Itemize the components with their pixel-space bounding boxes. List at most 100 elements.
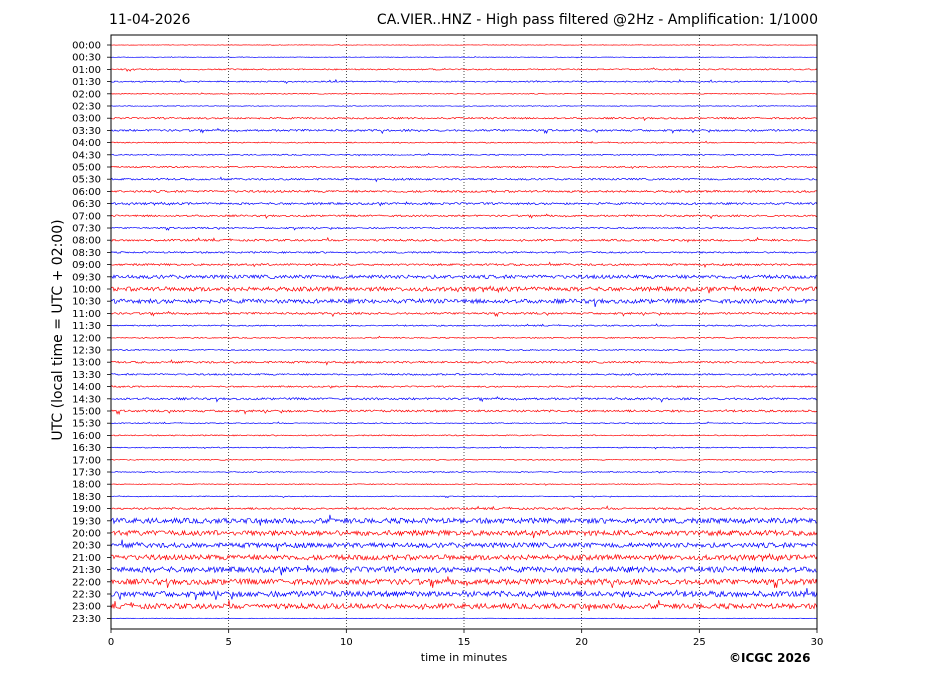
y-tick-label: 13:00 bbox=[72, 358, 101, 369]
y-tick-label: 13:30 bbox=[72, 370, 101, 381]
x-tick-label: 30 bbox=[811, 637, 824, 648]
y-tick-label: 18:30 bbox=[72, 492, 101, 503]
y-tick-label: 14:00 bbox=[72, 382, 101, 393]
y-tick-label: 04:00 bbox=[72, 138, 101, 149]
trace-17:00 bbox=[110, 458, 818, 461]
y-tick-label: 02:00 bbox=[72, 89, 101, 100]
trace-10:00 bbox=[110, 285, 818, 294]
trace-15:00 bbox=[110, 409, 818, 416]
y-tick-label: 12:00 bbox=[72, 333, 101, 344]
y-tick-label: 19:00 bbox=[72, 504, 101, 515]
y-tick-label: 21:30 bbox=[72, 565, 101, 576]
y-tick-label: 05:00 bbox=[72, 163, 101, 174]
x-tick-label: 10 bbox=[340, 637, 353, 648]
trace-03:30 bbox=[110, 127, 818, 135]
trace-18:00 bbox=[110, 483, 818, 486]
y-tick-label: 16:00 bbox=[72, 431, 101, 442]
trace-07:30 bbox=[110, 226, 818, 231]
y-tick-label: 09:30 bbox=[72, 272, 101, 283]
x-tick-label: 25 bbox=[693, 637, 706, 648]
copyright-label: ©ICGC 2026 bbox=[729, 651, 811, 665]
y-tick-label: 05:30 bbox=[72, 175, 101, 186]
trace-14:30 bbox=[110, 396, 818, 403]
trace-12:00 bbox=[110, 335, 818, 340]
y-axis-label: UTC (local time = UTC + 02:00) bbox=[50, 219, 66, 441]
trace-12:30 bbox=[110, 348, 818, 352]
y-tick-label: 04:30 bbox=[72, 150, 101, 161]
y-tick-label: 01:30 bbox=[72, 77, 101, 88]
trace-09:00 bbox=[110, 261, 818, 269]
trace-18:30 bbox=[110, 495, 818, 499]
trace-10:30 bbox=[110, 297, 818, 307]
y-tick-label: 16:30 bbox=[72, 443, 101, 454]
trace-14:00 bbox=[110, 384, 818, 389]
trace-20:30 bbox=[110, 539, 818, 552]
y-tick-label: 08:30 bbox=[72, 248, 101, 259]
trace-00:30 bbox=[110, 56, 818, 59]
y-tick-label: 20:30 bbox=[72, 541, 101, 552]
y-tick-label: 15:00 bbox=[72, 407, 101, 418]
trace-09:30 bbox=[110, 274, 818, 280]
y-tick-label: 22:30 bbox=[72, 590, 101, 601]
trace-07:00 bbox=[110, 213, 818, 220]
trace-19:30 bbox=[110, 514, 818, 526]
y-tick-label: 14:30 bbox=[72, 394, 101, 405]
trace-15:30 bbox=[110, 421, 818, 425]
y-tick-label: 21:00 bbox=[72, 553, 101, 564]
x-tick-label: 15 bbox=[458, 637, 471, 648]
trace-13:30 bbox=[110, 373, 818, 377]
y-tick-label: 20:00 bbox=[72, 529, 101, 540]
trace-06:00 bbox=[110, 189, 818, 194]
trace-19:00 bbox=[110, 505, 818, 511]
trace-20:00 bbox=[110, 529, 818, 539]
y-tick-label: 17:30 bbox=[72, 468, 101, 479]
y-tick-label: 03:00 bbox=[72, 114, 101, 125]
trace-16:30 bbox=[110, 445, 818, 450]
y-tick-label: 07:00 bbox=[72, 211, 101, 222]
trace-03:00 bbox=[110, 116, 818, 122]
y-tick-label: 10:00 bbox=[72, 285, 101, 296]
trace-22:30 bbox=[110, 587, 818, 601]
y-tick-label: 17:00 bbox=[72, 455, 101, 466]
y-tick-label: 11:00 bbox=[72, 309, 101, 320]
trace-02:00 bbox=[110, 92, 818, 95]
y-tick-label: 15:30 bbox=[72, 419, 101, 430]
trace-05:00 bbox=[110, 165, 818, 170]
y-tick-label: 06:00 bbox=[72, 187, 101, 198]
trace-00:00 bbox=[110, 44, 817, 46]
trace-01:00 bbox=[110, 67, 818, 72]
y-tick-label: 23:30 bbox=[72, 614, 101, 625]
trace-16:00 bbox=[110, 434, 818, 437]
trace-17:30 bbox=[110, 470, 818, 474]
y-tick-label: 02:30 bbox=[72, 102, 101, 113]
trace-08:00 bbox=[110, 236, 818, 243]
trace-05:30 bbox=[110, 176, 818, 183]
trace-21:30 bbox=[110, 565, 818, 576]
y-tick-label: 03:30 bbox=[72, 126, 101, 137]
y-tick-label: 07:30 bbox=[72, 224, 101, 235]
y-tick-label: 09:00 bbox=[72, 260, 101, 271]
y-tick-label: 18:00 bbox=[72, 480, 101, 491]
trace-02:30 bbox=[110, 105, 818, 108]
y-tick-label: 08:00 bbox=[72, 236, 101, 247]
x-tick-label: 0 bbox=[108, 637, 114, 648]
y-tick-label: 10:30 bbox=[72, 297, 101, 308]
y-tick-label: 19:30 bbox=[72, 516, 101, 527]
trace-22:00 bbox=[110, 576, 818, 588]
trace-11:00 bbox=[110, 310, 818, 318]
x-tick-label: 5 bbox=[225, 637, 231, 648]
y-tick-label: 01:00 bbox=[72, 65, 101, 76]
chart-title: CA.VIER..HNZ - High pass filtered @2Hz -… bbox=[376, 12, 818, 28]
y-tick-label: 12:30 bbox=[72, 346, 101, 357]
trace-21:00 bbox=[110, 552, 818, 562]
x-axis-label: time in minutes bbox=[420, 651, 508, 664]
trace-04:00 bbox=[110, 140, 818, 144]
trace-08:30 bbox=[110, 251, 818, 254]
x-tick-label: 20 bbox=[575, 637, 588, 648]
trace-04:30 bbox=[110, 152, 818, 157]
y-tick-label: 11:30 bbox=[72, 321, 101, 332]
y-tick-label: 23:00 bbox=[72, 602, 101, 613]
y-tick-label: 00:00 bbox=[72, 41, 101, 52]
y-tick-label: 06:30 bbox=[72, 199, 101, 210]
